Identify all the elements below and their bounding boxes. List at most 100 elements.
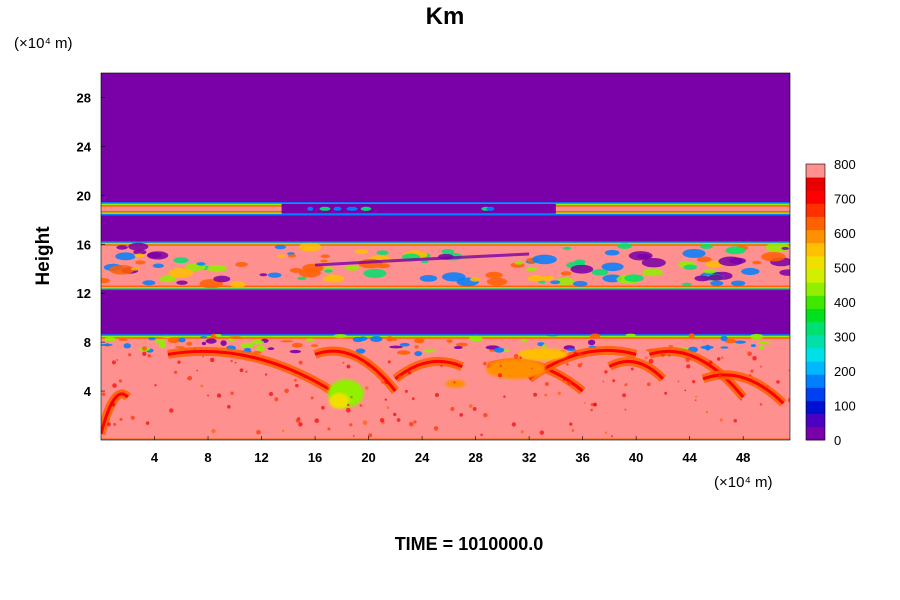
colorbar-swatch <box>806 361 825 375</box>
colorbar-tick-label: 700 <box>834 192 856 207</box>
colorbar-swatch <box>806 242 825 257</box>
mid-streak <box>314 252 530 267</box>
lower-speckle <box>717 374 722 379</box>
mid-swirl <box>323 266 333 271</box>
mid-swirl <box>176 280 188 285</box>
lower-speckle <box>720 356 724 360</box>
colorbar-ticks: 0 100 200 300 400 500 600 700 800 <box>834 157 856 448</box>
mid-swirl <box>287 254 297 258</box>
lower-speckle <box>468 404 473 408</box>
lower-speckle <box>434 392 439 397</box>
colorbar <box>805 163 826 441</box>
lower-edge-wave <box>118 338 128 341</box>
lower-speckle <box>177 360 181 364</box>
y-tick-label: 4 <box>84 384 92 399</box>
mid-swirl <box>320 254 330 259</box>
lower-speckle <box>116 359 119 361</box>
lower-edge-wave <box>220 340 227 347</box>
lower-speckle <box>234 361 237 364</box>
lower-edge-wave <box>251 339 264 345</box>
lower-speckle <box>580 362 583 365</box>
mid-swirl <box>133 249 147 255</box>
lower-speckle <box>154 384 157 387</box>
mid-swirl <box>320 259 328 263</box>
plot-frame <box>100 72 791 441</box>
colorbar-tick-label: 100 <box>834 399 856 414</box>
lower-speckle <box>346 364 351 369</box>
lower-speckle <box>766 385 769 388</box>
lower-edge-wave <box>240 342 254 349</box>
colorbar-frame <box>805 163 826 441</box>
lower-speckle <box>590 402 595 407</box>
mid-swirl <box>725 246 746 255</box>
mid-swirl <box>591 269 609 276</box>
colorbar-swatch <box>806 190 825 204</box>
lower-speckle <box>752 355 757 361</box>
colorbar-swatch <box>806 413 825 428</box>
lower-edge-wave <box>306 338 315 342</box>
lower-speckle <box>207 394 209 397</box>
lower-edge-wave <box>148 337 156 341</box>
lower-speckle <box>733 418 737 423</box>
mid-swirl <box>376 263 390 269</box>
mid-swirl <box>101 277 110 284</box>
mid-swirl <box>289 267 303 273</box>
lower-speckle <box>398 375 402 379</box>
mid-swirl <box>324 269 333 273</box>
lower-speckle <box>113 422 117 426</box>
lower-speckle <box>677 380 680 383</box>
colorbar-tick-label: 600 <box>834 226 856 241</box>
lower-speckle <box>196 369 199 372</box>
colorbar-swatch <box>806 426 825 441</box>
lower-edge-wave <box>724 338 737 344</box>
lower-speckle <box>359 404 363 407</box>
mid-swirl <box>514 261 524 265</box>
lower-speckle <box>648 358 654 364</box>
mid-swirl <box>641 258 666 268</box>
x-tick-label: 40 <box>629 450 643 465</box>
lower-edge-wave <box>587 339 596 346</box>
x-tick-label: 8 <box>204 450 211 465</box>
lower-edge-wave <box>422 349 437 353</box>
lower-speckle <box>210 357 215 363</box>
lower-edge-wave <box>502 348 510 353</box>
mid-swirl <box>376 250 389 256</box>
lower-blob <box>445 379 466 388</box>
mid-swirl <box>173 257 189 264</box>
lower-speckle <box>142 351 147 356</box>
mid-swirl <box>213 275 231 283</box>
mid-swirl <box>642 268 663 277</box>
lower-speckle <box>622 393 627 398</box>
mid-swirl <box>624 274 644 282</box>
y-tick-label: 8 <box>84 335 91 350</box>
mid-swirl <box>781 246 790 250</box>
x-tick-label: 32 <box>522 450 536 465</box>
mid-swirl <box>420 260 429 264</box>
lower-edge-wave <box>414 351 423 357</box>
lower-edge-wave <box>205 338 217 344</box>
lower-speckle <box>310 396 314 400</box>
lower-speckle <box>352 435 355 437</box>
lower-edge-wave <box>720 335 728 342</box>
mid-swirl <box>297 276 307 281</box>
mid-swirl <box>259 273 268 277</box>
lower-speckle <box>294 378 297 382</box>
lower-speckle <box>396 418 401 422</box>
lower-speckle <box>458 363 461 366</box>
lower-speckle <box>511 422 517 427</box>
mid-swirl <box>532 254 557 265</box>
lower-speckle <box>499 364 502 367</box>
mid-swirl <box>703 268 716 274</box>
lower-arc-core <box>702 373 785 405</box>
colorbar-swatch <box>806 164 825 178</box>
y-axis-ticks: 4 8 12 16 20 24 28 <box>77 90 105 399</box>
upper-speck <box>319 206 331 211</box>
colorbar-swatch <box>806 177 825 191</box>
mid-swirl <box>485 271 503 279</box>
lower-edge-wave <box>123 343 131 349</box>
x-tick-label: 48 <box>736 450 750 465</box>
lower-speckle <box>530 367 533 370</box>
lower-speckle <box>567 381 572 386</box>
x-tick-label: 36 <box>575 450 589 465</box>
